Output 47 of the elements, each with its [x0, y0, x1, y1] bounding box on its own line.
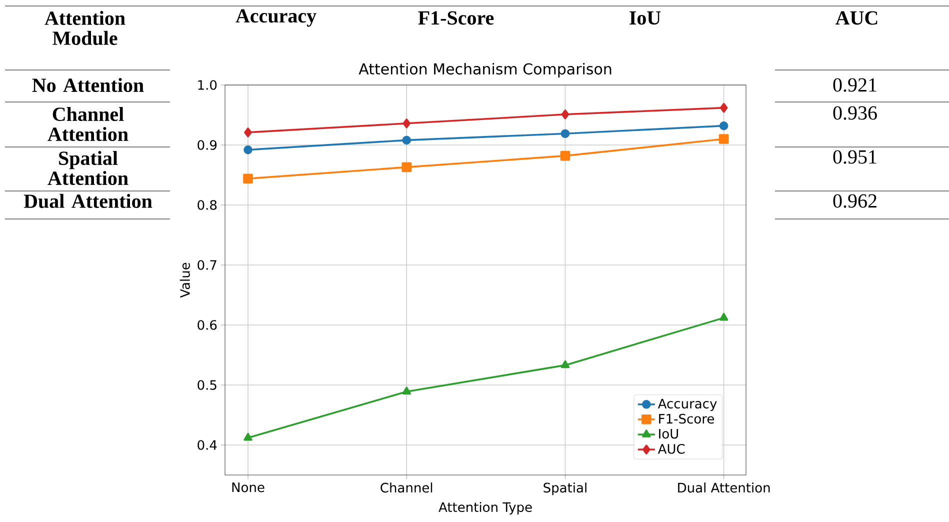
x-tick-label: Channel	[380, 482, 432, 493]
point	[560, 150, 570, 161]
legend-label: Accuracy	[658, 398, 717, 412]
text: Dual Attention	[24, 194, 152, 208]
legend-label: F1-Score	[659, 414, 714, 424]
point	[243, 174, 253, 184]
point	[560, 360, 570, 368]
text: Channel Attention	[48, 106, 128, 142]
point	[561, 110, 570, 120]
point	[402, 162, 412, 172]
y-tick-label: 1.0	[198, 80, 217, 90]
y-tick-label: 0.8	[198, 200, 217, 210]
point	[718, 134, 729, 144]
point	[244, 145, 252, 154]
text: AUC	[836, 11, 878, 25]
point	[244, 432, 252, 441]
y-tick-label: 0.9	[198, 140, 217, 150]
point	[402, 386, 411, 394]
text: No Attention	[32, 78, 144, 92]
y-tick-label: 0.4	[198, 440, 217, 450]
text: Accuracy	[236, 9, 316, 27]
point	[560, 129, 570, 138]
point	[719, 312, 728, 321]
point	[719, 121, 728, 130]
y-tick-label: 0.5	[198, 380, 216, 390]
legend-label: AUC	[658, 444, 685, 454]
point	[720, 102, 728, 113]
x-axis-title: Attention Type	[438, 502, 532, 515]
text: F1-Score	[418, 11, 494, 25]
y-axis-title: Value	[180, 262, 190, 298]
text: 0.921	[833, 78, 876, 92]
x-tick-label: None	[232, 482, 264, 492]
point	[402, 136, 412, 145]
text: Attention Module	[44, 10, 126, 46]
y-tick-label: 0.6	[198, 320, 217, 330]
text: 0.936	[833, 106, 877, 120]
text: 0.951	[833, 150, 876, 164]
point	[402, 118, 411, 128]
text: Spatial Attention	[48, 150, 128, 186]
chart-title: Attention Mechanism Comparison	[358, 62, 612, 78]
x-tick-label: Dual Attention	[678, 482, 770, 493]
legend-label: IoU	[659, 428, 678, 439]
text: 0.962	[833, 194, 876, 208]
text: IoU	[630, 11, 661, 25]
y-tick-label: 0.7	[198, 260, 216, 270]
point	[244, 128, 252, 138]
x-tick-label: Spatial	[544, 482, 586, 496]
